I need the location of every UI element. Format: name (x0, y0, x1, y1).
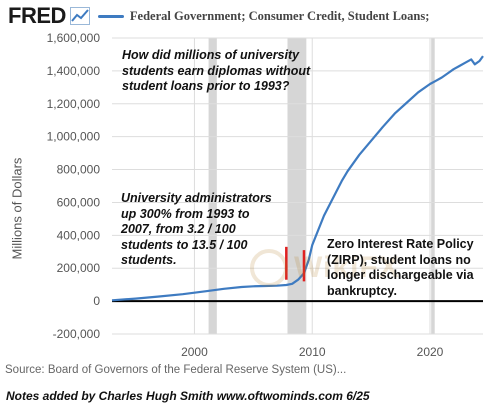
series-line (111, 55, 484, 302)
watermark-text: WikiFX (294, 251, 400, 284)
line-chart-icon (69, 7, 90, 25)
chart-header: FRED Federal Government; Consumer Credit… (8, 2, 429, 30)
y-tick-label: 400,000 (57, 228, 101, 242)
fred-logo[interactable]: FRED (8, 3, 66, 28)
y-tick-label: 1,400,000 (47, 64, 101, 78)
footnote: Notes added by Charles Hugh Smith www.of… (6, 389, 370, 403)
legend-label: Federal Government; Consumer Credit, Stu… (129, 8, 430, 23)
legend-swatch (97, 14, 124, 18)
x-tick-label: 2020 (417, 345, 444, 359)
source-note[interactable]: Source: Board of Governors of the Federa… (5, 364, 347, 376)
series-lines (111, 55, 484, 302)
y-axis-label: Millions of Dollars (9, 157, 25, 259)
y-tick-label: 1,200,000 (47, 97, 101, 111)
recession-band (208, 38, 217, 334)
y-tick-label: 800,000 (57, 163, 101, 177)
y-tick-label: 1,000,000 (47, 130, 101, 144)
watermark-logo-icon (250, 249, 288, 287)
x-tick-label: 2000 (181, 345, 208, 359)
x-axis-ticks: 2000 2010 2020 (181, 345, 444, 359)
chart-frame (0, 0, 500, 383)
recession-band (287, 38, 307, 334)
y-tick-label: 200,000 (57, 261, 101, 275)
annotation-question: How did millions of university students … (122, 48, 311, 93)
recession-bands (208, 38, 435, 334)
recession-band (431, 38, 435, 334)
annotation-administrators: University administrators up 300% from 1… (121, 191, 272, 267)
chart-svg: -200,000 0 200,000 400,000 600,000 800,000 1,0… (47, 31, 484, 359)
y-tick-label: 0 (93, 294, 100, 308)
watermark: WikiFX (250, 246, 400, 290)
y-tick-label: 1,600,000 (47, 31, 101, 45)
y-tick-label: 600,000 (57, 195, 101, 209)
y-tick-label: -200,000 (53, 327, 101, 341)
annotation-zirp: Zero Interest Rate Policy (ZIRP), studen… (327, 237, 474, 298)
y-axis-ticks: -200,000 0 200,000 400,000 600,000 800,000 1,0… (47, 31, 101, 341)
x-tick-label: 2010 (299, 345, 326, 359)
